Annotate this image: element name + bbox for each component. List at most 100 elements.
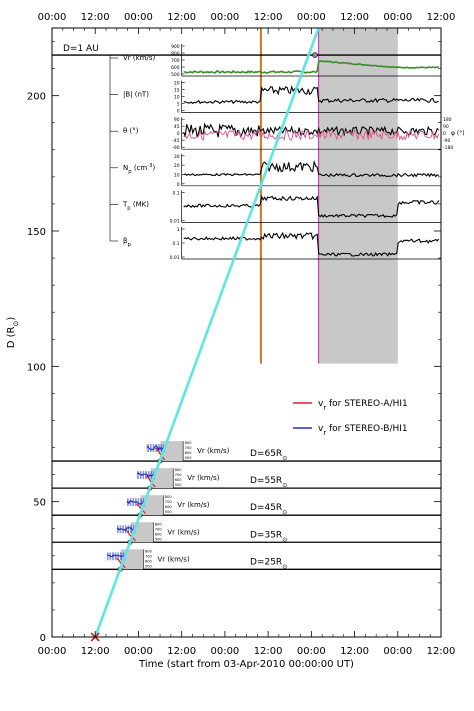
stereo-b-vr xyxy=(116,527,136,532)
insitu-trace xyxy=(183,194,440,219)
insitu-trace xyxy=(183,84,439,105)
x-tick-label: 12:00 xyxy=(340,646,369,657)
insitu-tick-label: 0 xyxy=(177,131,180,137)
vr-panel-label: Vr (km/s) xyxy=(157,555,190,563)
vr-panel-tick: 800 xyxy=(155,522,163,526)
x-tick-label: 00:00 xyxy=(297,646,326,657)
vr-panel-tick: 700 xyxy=(165,500,173,504)
insitu-tick-label: 30 xyxy=(174,154,180,160)
insitu-panel: 30 20 10 0 Np (cm-3) xyxy=(110,153,441,188)
arrival-marker xyxy=(312,52,318,58)
vr-panel-tick: 500 xyxy=(155,537,163,541)
x-tick-label: 12:00 xyxy=(427,646,456,657)
vr-panel-tick: 800 xyxy=(165,495,173,499)
insitu-tick-label: 45 xyxy=(174,124,180,130)
vr-panel-tick: 600 xyxy=(155,532,163,536)
stereo-b-vr xyxy=(107,554,126,559)
cme-track xyxy=(94,27,320,638)
insitu-tick-label: -45 xyxy=(172,138,179,144)
distance-label: D=35R⊙ xyxy=(250,530,287,543)
insitu-tick-label: 0 xyxy=(177,182,180,188)
stereo-a-vr xyxy=(145,475,156,488)
x-tick-label: 12:00 xyxy=(81,646,110,657)
insitu-panel: 900800700600500 Vr (km/s) xyxy=(110,44,441,78)
x-tick-label-top: 12:00 xyxy=(254,12,283,23)
insitu-trace xyxy=(183,231,440,257)
y-tick-label: 200 xyxy=(27,92,46,103)
stereo-b-vr xyxy=(126,499,146,505)
legend-label: vr for STEREO-A/HI1 xyxy=(318,399,408,412)
y-tick-label: 0 xyxy=(40,633,46,644)
vr-panel-tick: 500 xyxy=(165,510,173,514)
phi-trace xyxy=(183,128,440,142)
insitu-trace xyxy=(183,60,439,74)
vr-panel-tick: 800 xyxy=(145,549,153,553)
vr-panel-label: Vr (km/s) xyxy=(167,528,200,536)
stereo-a-vr xyxy=(155,447,166,461)
insitu-tick-label: 0.1 xyxy=(172,190,179,196)
vr-panel-tick: 600 xyxy=(185,451,193,455)
x-tick-label-top: 12:00 xyxy=(340,12,369,23)
insitu-tick-label: 0.1 xyxy=(172,241,179,247)
insitu-tick-label: 600 xyxy=(171,65,180,71)
vr-panel-label: Vr (km/s) xyxy=(187,474,220,482)
insitu-tick-label: 90 xyxy=(174,117,180,123)
insitu-panel-label: θ (°) xyxy=(123,127,139,135)
x-tick-label-top: 12:00 xyxy=(427,12,456,23)
vr-panel-tick: 700 xyxy=(175,473,183,477)
x-tick-label-top: 00:00 xyxy=(38,12,67,23)
insitu-trace xyxy=(183,122,440,139)
x-tick-label: 00:00 xyxy=(38,646,67,657)
insitu-panel-label: βp xyxy=(123,237,131,248)
vr-panel-tick: 500 xyxy=(175,483,183,487)
distance-label: D=45R⊙ xyxy=(250,503,287,516)
vr-panel-tick: 600 xyxy=(175,478,183,482)
insitu-right-tick-label: -90 xyxy=(443,138,450,144)
x-tick-label-top: 00:00 xyxy=(297,12,326,23)
insitu-panel-label: |B| (nT) xyxy=(123,91,149,99)
insitu-right-tick-label: 0 xyxy=(443,131,446,137)
insitu-right-label: φ (°) xyxy=(451,130,465,137)
y-axis-label: D (R⊙) xyxy=(6,317,20,349)
stereo-a-vr xyxy=(136,503,146,515)
insitu-tick-label: 0 xyxy=(177,109,180,115)
x-tick-label-top: 12:00 xyxy=(167,12,196,23)
insitu-tick-label: 500 xyxy=(171,72,180,78)
insitu-tick-label: 5 xyxy=(177,102,180,108)
insitu-tick-label: 0.01 xyxy=(170,218,180,224)
insitu-tick-label: 15 xyxy=(174,88,180,94)
x-tick-label-top: 00:00 xyxy=(383,12,412,23)
insitu-tick-label: 0.01 xyxy=(170,255,180,261)
stereo-b-vr xyxy=(146,445,166,452)
insitu-panel-label: Tp (MK) xyxy=(122,200,149,211)
distance-label: D=55R⊙ xyxy=(250,476,287,489)
insitu-tick-label: 800 xyxy=(171,51,180,57)
insitu-right-tick-label: -180 xyxy=(443,145,453,151)
x-tick-label: 00:00 xyxy=(124,646,153,657)
insitu-tick-label: 700 xyxy=(171,58,180,64)
y-tick-label: 100 xyxy=(27,362,46,373)
stereo-b-vr xyxy=(137,472,156,478)
x-axis-label: Time (start from 03-Apr-2010 00:00:00 UT… xyxy=(138,659,354,670)
vr-panel-tick: 700 xyxy=(155,527,163,531)
insitu-tick-label: 900 xyxy=(171,44,180,50)
insitu-tick-label: 10 xyxy=(174,172,180,178)
x-tick-label: 12:00 xyxy=(167,646,196,657)
x-tick-label: 00:00 xyxy=(210,646,239,657)
insitu-tick-label: 10 xyxy=(174,95,180,101)
insitu-tick-label: -90 xyxy=(172,145,179,151)
distance-label: D=65R⊙ xyxy=(250,449,287,462)
distance-label: D=25R⊙ xyxy=(250,557,287,570)
insitu-right-tick-label: 180 xyxy=(443,117,452,123)
insitu-tick-label: 1 xyxy=(177,227,180,233)
x-tick-label: 12:00 xyxy=(254,646,283,657)
vr-panel-label: Vr (km/s) xyxy=(197,447,230,455)
vr-panel-tick: 700 xyxy=(145,554,153,558)
insitu-tick-label: 20 xyxy=(174,81,180,87)
